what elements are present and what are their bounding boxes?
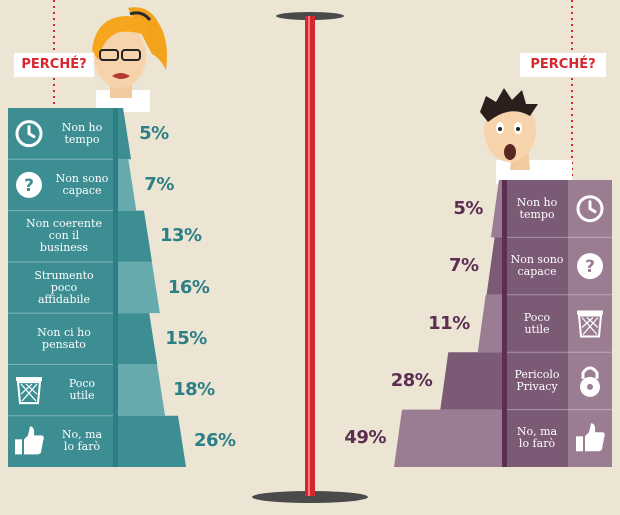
question-icon: ? xyxy=(577,253,603,280)
right-bar xyxy=(440,352,502,410)
question-icon: ? xyxy=(16,171,42,198)
left-panel-edge xyxy=(113,108,118,467)
left-chart: ? xyxy=(8,108,186,467)
right-bar xyxy=(477,294,502,353)
left-panel-bg xyxy=(8,108,118,467)
woman-avatar xyxy=(92,7,167,112)
right-bar xyxy=(486,237,502,295)
left-bar xyxy=(118,210,152,262)
right-category-label: No, ma lo farò xyxy=(516,425,558,451)
left-percentage-label: 26% xyxy=(194,430,236,452)
lock-icon xyxy=(580,366,600,397)
right-bar xyxy=(490,180,502,238)
left-category-label: Non sono capace xyxy=(55,171,109,197)
right-panel-edge xyxy=(502,180,507,467)
right-category-label: Non ho tempo xyxy=(516,195,558,221)
thumbs-up-icon xyxy=(15,426,44,455)
right-chart: ? xyxy=(394,180,612,467)
svg-text:?: ? xyxy=(585,257,595,277)
thumbs-up-icon xyxy=(576,423,605,452)
left-category-label: Non coerente con il business xyxy=(26,217,102,255)
right-category-label: Poco utile xyxy=(523,310,551,336)
right-bar xyxy=(394,409,502,467)
left-bar xyxy=(118,313,158,365)
right-category-label: Non sono capace xyxy=(510,253,564,279)
right-category-label: Pericolo Privacy xyxy=(514,367,560,393)
left-percentage-label: 7% xyxy=(144,173,174,195)
right-percentage-label: 5% xyxy=(453,197,483,219)
left-bar xyxy=(118,415,186,467)
right-percentage-label: 11% xyxy=(428,312,470,334)
left-category-label: Poco utile xyxy=(68,377,96,403)
right-why-tag: PERCHÉ? xyxy=(520,53,606,77)
right-icon-strip xyxy=(568,180,612,467)
left-category-label: Strumento poco affidabile xyxy=(34,268,94,306)
trash-icon xyxy=(577,310,603,338)
right-percentage-label: 49% xyxy=(344,427,386,449)
left-why-tag: PERCHÉ? xyxy=(14,53,94,77)
trash-icon xyxy=(16,377,42,405)
left-bar xyxy=(118,159,137,211)
right-percentage-label: 28% xyxy=(390,369,433,391)
left-percentage-label: 15% xyxy=(165,327,207,349)
clock-icon xyxy=(15,120,43,148)
left-percentage-label: 18% xyxy=(173,379,215,401)
right-percentage-label: 7% xyxy=(449,255,479,277)
left-category-label: Non ho tempo xyxy=(61,120,103,146)
left-percentage-label: 5% xyxy=(139,122,169,144)
left-percentage-label: 16% xyxy=(167,276,210,298)
left-bar xyxy=(118,364,166,416)
clock-icon xyxy=(576,195,604,223)
svg-text:?: ? xyxy=(24,176,34,196)
man-avatar xyxy=(480,88,572,184)
left-category-label: No, ma lo farò xyxy=(61,428,103,454)
left-percentage-label: 13% xyxy=(160,225,202,247)
center-pole xyxy=(252,12,368,503)
left-category-label: Non ci ho pensato xyxy=(37,325,91,351)
left-bar xyxy=(118,108,132,160)
left-bar xyxy=(118,261,160,314)
